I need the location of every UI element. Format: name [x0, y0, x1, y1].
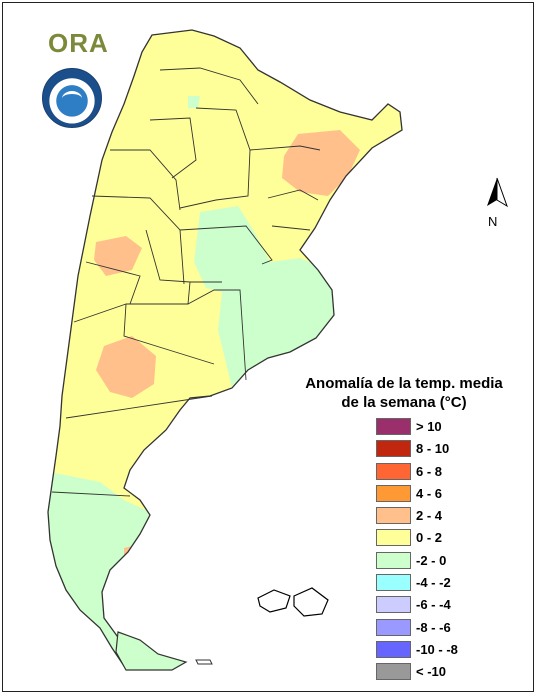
legend-swatch: [376, 507, 411, 525]
warm-zone-cuyo: [94, 236, 142, 276]
legend-swatch: [376, 551, 411, 569]
north-label: N: [488, 214, 498, 229]
legend-title: Anomalía de la temp. media de la semana …: [296, 374, 512, 412]
legend-swatch: [376, 462, 411, 480]
legend-label: 4 - 6: [416, 485, 443, 501]
legend-label: > 10: [416, 419, 442, 434]
legend-label: < -10: [416, 664, 446, 680]
north-arrow-icon: [487, 177, 508, 208]
legend-swatch: [376, 618, 411, 636]
meteorological-service-seal: [42, 68, 102, 128]
warm-zone-neuquen: [96, 336, 156, 398]
legend-swatch: [376, 440, 411, 458]
legend-label: -2 - 0: [416, 552, 447, 568]
malvinas-islands: [257, 587, 329, 617]
legend-swatch: [376, 663, 411, 681]
legend-label: 0 - 2: [416, 530, 443, 546]
legend-label: -10 - -8: [416, 641, 458, 657]
legend-swatch: [376, 596, 411, 614]
legend-label: -8 - -6: [416, 619, 451, 635]
province-boundaries: [51, 67, 321, 497]
legend-swatch: [376, 529, 411, 547]
legend-label: 6 - 8: [416, 463, 443, 479]
ora-logo: ORA: [48, 28, 109, 58]
legend-title-line2: de la semana (°C): [341, 394, 467, 411]
legend-title-line1: Anomalía de la temp. media: [305, 375, 503, 392]
legend-label: 2 - 4: [416, 508, 443, 524]
legend-swatch: [376, 640, 411, 658]
cool-zone-north: [188, 96, 200, 108]
legend-label: -6 - -4: [416, 597, 451, 613]
legend-swatch: [376, 574, 411, 592]
legend-label: 8 - 10: [416, 441, 450, 457]
isla-de-los-estados: [195, 659, 213, 665]
legend-label: -4 - -2: [416, 575, 451, 591]
tierra-del-fuego: [115, 631, 188, 671]
seal-emblem-icon: [62, 91, 82, 106]
legend-swatch: [376, 484, 411, 502]
legend-swatch: [376, 418, 411, 435]
